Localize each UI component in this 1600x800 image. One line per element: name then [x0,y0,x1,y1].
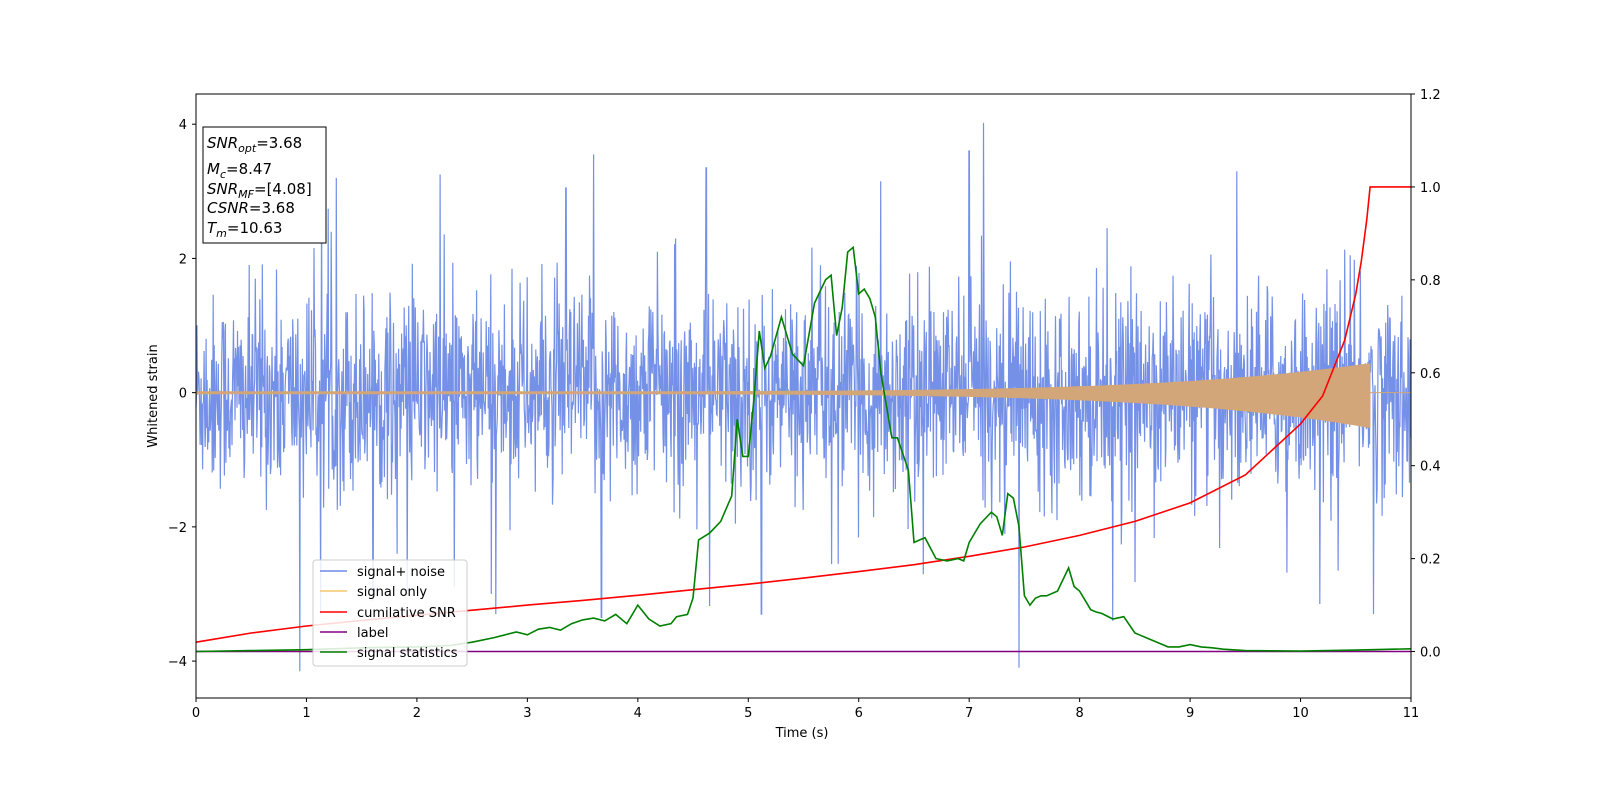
x-tick-label: 1 [302,706,310,721]
info-box-frame [202,126,327,244]
y-axis-label: Whitened strain [146,344,161,447]
legend-label-stats: signal statistics [357,646,458,661]
y-right-tick-label: 0.2 [1420,553,1441,568]
y-right-tick-label: 1.2 [1420,88,1441,103]
ticks-layer: 0 1 2 3 4 5 6 7 8 9 10 11 4 2 0 −2 −4 1.2 1.0 0.8 0.6 0.4 0.2 0… [168,88,1441,721]
info-csnr: CSNR=3.68 [207,199,295,217]
y-left-tick-label: 2 [179,252,187,267]
x-tick-label: 4 [634,706,642,721]
x-tick-label: 8 [1075,706,1083,721]
info-tm: Tm=10.63 [207,219,282,240]
series-signal-statistics [195,245,1412,653]
y-left-tick-label: 4 [179,118,187,133]
legend: signal+ noise signal only cumilative SNR… [312,559,468,667]
y-right-tick-label: 0.0 [1420,646,1441,661]
noise-layer [195,122,1412,672]
x-tick-label: 2 [413,706,421,721]
info-snr-mf: SNRMF=[4.08] [207,180,312,201]
x-tick-label: 9 [1186,706,1194,721]
x-tick-label: 11 [1403,706,1420,721]
plot-frame [195,93,1412,699]
x-tick-label: 7 [965,706,973,721]
y-left-tick-label: −4 [168,655,187,670]
legend-label-label: label [357,626,388,641]
x-tick-label: 5 [744,706,752,721]
y-left-tick-label: 0 [179,387,187,402]
legend-label-signal: signal only [357,585,427,600]
series-signal-only [195,363,1371,429]
y-right-tick-label: 0.4 [1420,460,1441,475]
legend-label-csnr: cumilative SNR [357,606,456,621]
y-left-tick-label: −2 [168,521,187,536]
y-right-tick-label: 0.8 [1420,274,1441,289]
x-tick-label: 10 [1292,706,1309,721]
y-right-tick-label: 1.0 [1420,181,1441,196]
legend-frame [312,559,468,667]
x-tick-label: 0 [192,706,200,721]
y-right-tick-label: 0.6 [1420,367,1441,382]
legend-label-noise: signal+ noise [357,565,445,580]
info-box: SNRopt=3.68 Mc=8.47 SNRMF=[4.08] CSNR=3.… [202,126,327,244]
signal-layer [195,363,1411,429]
x-tick-label: 6 [855,706,863,721]
series-signal-noise [195,122,1412,672]
x-axis-label: Time (s) [775,726,829,741]
x-tick-label: 3 [523,706,531,721]
info-snr-opt: SNRopt=3.68 [207,134,302,155]
info-mc: Mc=8.47 [207,160,272,181]
